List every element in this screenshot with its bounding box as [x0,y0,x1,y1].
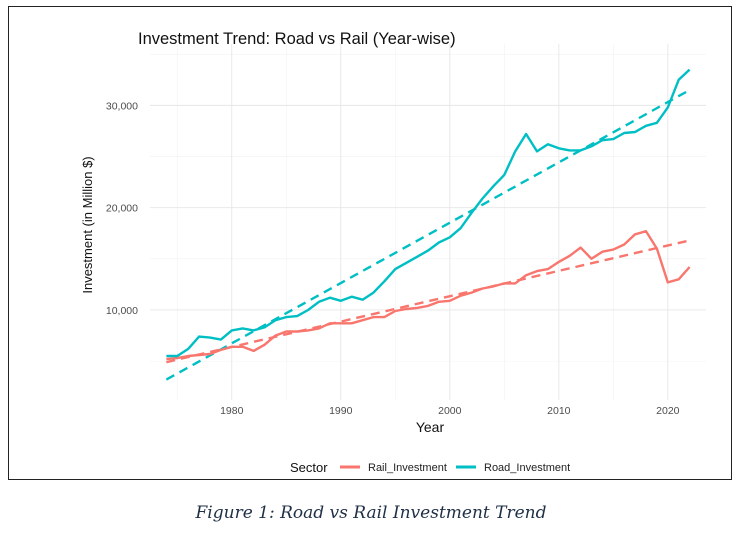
chart-title: Investment Trend: Road vs Rail (Year-wis… [138,30,456,48]
figure-caption: Figure 1: Road vs Rail Investment Trend [195,503,547,523]
y-axis-label: Investment (in Million $) [80,156,95,293]
x-tick-label: 1990 [329,405,353,417]
series-line-road-investment [166,68,691,358]
y-axis-ticks: 10,000 20,000 30,000 [106,100,138,317]
x-axis-label: Year [416,419,445,435]
trend-lines [165,88,691,381]
x-tick-label: 2010 [547,405,571,417]
y-tick-label: 20,000 [106,203,138,215]
trend-line-road-investment [165,88,691,381]
x-tick-label: 2000 [438,405,462,417]
line-chart: 1980 1990 2000 2010 2020 10,00020,00030,000 … [80,30,706,475]
y-tick-label: 30,000 [106,100,138,112]
x-tick-label: 2020 [656,405,680,417]
legend-title: Sector [290,460,328,475]
series-line-rail-investment [166,229,691,361]
x-axis-ticks: 1980 1990 2000 2010 2020 [220,405,680,417]
legend-label-road: Road_Investment [484,462,570,474]
legend: Sector Rail_Investment Road_Investment [290,460,570,475]
legend-label-rail: Rail_Investment [368,462,447,474]
x-tick-label: 1980 [220,405,244,417]
grid-lines [150,44,706,400]
series-lines [166,68,691,361]
y-tick-label: 10,000 [106,305,138,317]
